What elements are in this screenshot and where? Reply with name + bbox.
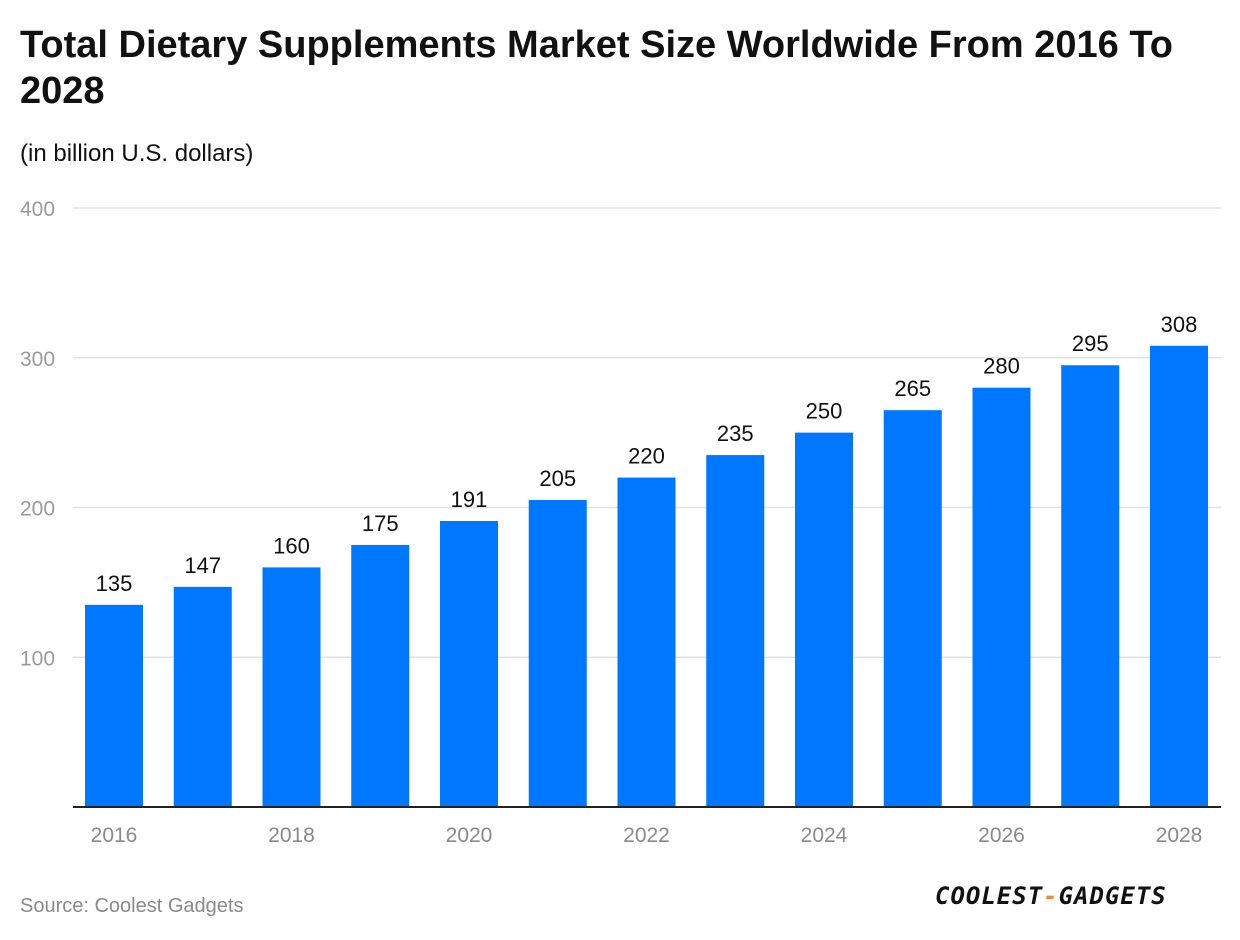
bar	[972, 387, 1031, 807]
bar	[706, 455, 765, 807]
chart-subtitle: (in billion U.S. dollars)	[20, 140, 254, 167]
bar	[528, 500, 587, 807]
data-label: 308	[1161, 312, 1198, 337]
y-tick-label: 300	[20, 348, 55, 371]
data-label: 191	[451, 487, 488, 512]
bar	[351, 544, 410, 807]
data-label: 280	[983, 354, 1020, 379]
data-label: 160	[273, 533, 310, 558]
bar	[1150, 345, 1208, 807]
x-tick-label: 2028	[1156, 824, 1203, 847]
bar-chart: 100 200 300 400 135 2016 147 160 2018 175 191 2020 2…	[20, 198, 1221, 847]
logo-dash: -	[1043, 882, 1059, 910]
brand-logo: COOLEST-GADGETS	[935, 882, 1167, 910]
source-note: Source: Coolest Gadgets	[20, 895, 244, 917]
data-label: 295	[1072, 331, 1109, 356]
data-label: 175	[362, 511, 399, 536]
bar	[85, 604, 143, 807]
data-label: 250	[806, 399, 843, 424]
x-tick-label: 2022	[623, 824, 670, 847]
x-tick-label: 2016	[91, 824, 138, 847]
data-label: 220	[628, 444, 665, 469]
logo-text-left: COOLEST	[935, 882, 1044, 910]
x-tick-label: 2024	[801, 824, 848, 847]
y-tick-label: 400	[20, 198, 55, 221]
bar	[795, 432, 853, 807]
data-label: 135	[96, 571, 133, 596]
data-label: 205	[539, 466, 576, 491]
bar	[262, 567, 321, 807]
x-tick-label: 2018	[268, 824, 315, 847]
data-label: 147	[184, 553, 221, 578]
bar	[617, 477, 676, 807]
y-tick-label: 100	[20, 647, 55, 670]
data-label: 235	[717, 421, 754, 446]
bar	[173, 586, 232, 807]
bar	[1061, 365, 1120, 807]
bar	[883, 410, 942, 807]
x-tick-label: 2020	[446, 824, 493, 847]
y-tick-label: 200	[20, 498, 55, 521]
x-tick-label: 2026	[978, 824, 1025, 847]
data-label: 265	[894, 376, 931, 401]
chart-title: Total Dietary Supplements Market Size Wo…	[20, 24, 1173, 112]
bar	[440, 520, 498, 807]
logo-text-right: GADGETS	[1058, 882, 1167, 910]
